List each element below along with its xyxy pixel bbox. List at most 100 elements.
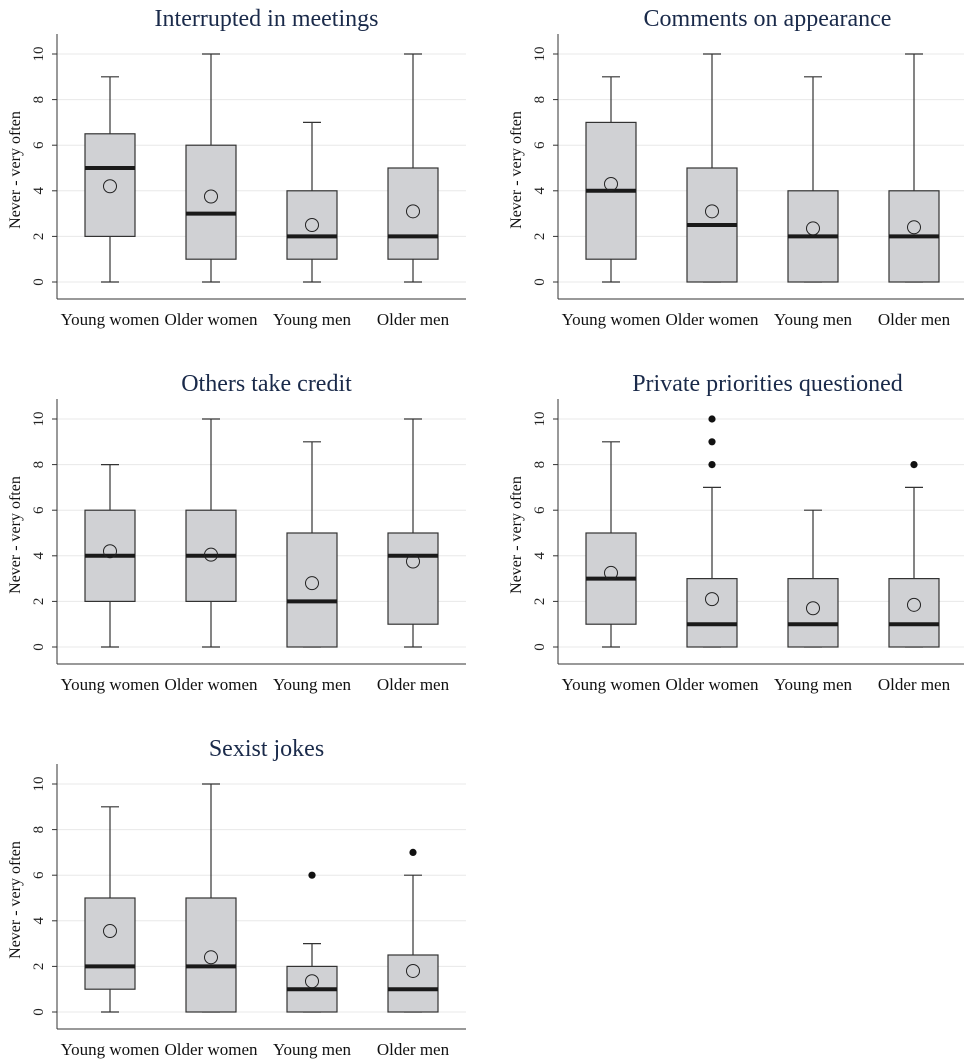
category-label: Young men (273, 310, 352, 329)
y-tick-label: 4 (532, 552, 548, 560)
chart-panel-5: Sexist jokes 0 2 4 6 8 10 Never - very often You… (7, 736, 466, 1059)
mean-marker (305, 974, 319, 989)
category-label: Young men (774, 310, 853, 329)
iqr-box (286, 190, 338, 260)
chart-panel-4: Private priorities questioned 0 2 4 6 8 10 Neve… (508, 371, 964, 694)
category-label: Older men (377, 675, 450, 694)
mean-marker (705, 204, 719, 219)
y-tick-label: 2 (532, 598, 548, 606)
category-label: Young men (273, 675, 352, 694)
y-tick-label: 8 (31, 461, 47, 469)
chart-title: Others take credit (181, 371, 352, 397)
y-axis-label: Never - very often (508, 111, 525, 229)
iqr-box (84, 133, 136, 238)
box-older-men (387, 418, 439, 648)
mean-marker (406, 554, 420, 569)
mean-marker (604, 565, 618, 580)
box-young-men (286, 441, 338, 648)
y-tick-label: 10 (532, 47, 548, 62)
iqr-box (185, 144, 237, 260)
mean-marker (103, 544, 117, 559)
iqr-box (387, 167, 439, 260)
category-label: Young men (273, 1040, 352, 1059)
iqr-box (84, 897, 136, 990)
y-tick-label: 6 (31, 506, 47, 514)
y-tick-label: 4 (31, 552, 47, 560)
box-older-men (888, 461, 940, 648)
y-tick-label: 10 (31, 777, 47, 792)
category-label: Older men (377, 310, 450, 329)
box-young-women (84, 806, 136, 1013)
y-tick-label: 10 (31, 412, 47, 427)
outlier-point (708, 438, 716, 446)
box-young-women (84, 463, 136, 648)
y-tick-label: 6 (532, 506, 548, 514)
chart-title: Private priorities questioned (632, 371, 903, 397)
y-tick-label: 4 (31, 187, 47, 195)
box-older-men (888, 53, 940, 283)
category-label: Young women (61, 1040, 160, 1059)
outlier-point (708, 461, 716, 469)
iqr-box (686, 578, 738, 648)
category-label: Older women (665, 310, 759, 329)
y-tick-label: 0 (31, 1008, 47, 1016)
chart-panel-3: Others take credit 0 2 4 6 8 10 Never - very of… (7, 371, 466, 694)
mean-marker (406, 204, 420, 219)
chart-panel-1: Interrupted in meetings 0 2 4 6 8 10 Never - ve… (7, 6, 466, 329)
mean-marker (204, 950, 218, 965)
category-label: Young women (562, 310, 661, 329)
outlier-point (409, 848, 417, 856)
category-label: Young men (774, 675, 853, 694)
y-tick-label: 0 (31, 278, 47, 286)
y-tick-label: 8 (31, 96, 47, 104)
y-axis-label: Never - very often (508, 476, 525, 594)
category-label: Older women (164, 675, 258, 694)
iqr-box (387, 954, 439, 1013)
outlier-point (708, 415, 716, 423)
box-older-women (686, 53, 738, 283)
y-tick-label: 8 (31, 826, 47, 834)
y-tick-label: 10 (532, 412, 548, 427)
box-older-women (185, 418, 237, 648)
y-tick-label: 2 (31, 233, 47, 241)
box-older-women (185, 53, 237, 283)
outlier-point (910, 461, 918, 469)
chart-title: Sexist jokes (209, 736, 324, 762)
mean-marker (806, 601, 820, 616)
category-label: Older women (665, 675, 759, 694)
box-older-men (387, 53, 439, 283)
box-young-men (286, 871, 338, 1013)
category-label: Young women (61, 675, 160, 694)
box-young-women (585, 76, 637, 283)
iqr-box (787, 578, 839, 648)
y-axis-label: Never - very often (7, 111, 24, 229)
mean-marker (204, 547, 218, 562)
y-axis-label: Never - very often (7, 841, 24, 959)
box-young-women (585, 441, 637, 648)
category-label: Older women (164, 1040, 258, 1059)
mean-marker (806, 221, 820, 236)
box-young-men (286, 121, 338, 283)
y-tick-label: 2 (31, 598, 47, 606)
y-axis-label: Never - very often (7, 476, 24, 594)
mean-marker (305, 218, 319, 232)
iqr-box (888, 578, 940, 648)
box-young-men (787, 509, 839, 648)
category-label: Young women (562, 675, 661, 694)
y-tick-label: 8 (532, 96, 548, 104)
y-tick-label: 4 (532, 187, 548, 195)
category-label: Older women (164, 310, 258, 329)
box-older-women (686, 415, 738, 648)
category-label: Young women (61, 310, 160, 329)
y-tick-label: 0 (532, 278, 548, 286)
category-label: Older men (878, 675, 951, 694)
y-tick-label: 0 (532, 643, 548, 651)
iqr-box (387, 532, 439, 625)
y-tick-label: 8 (532, 461, 548, 469)
box-older-women (185, 783, 237, 1013)
chart-title: Interrupted in meetings (155, 6, 379, 32)
y-tick-label: 4 (31, 917, 47, 925)
mean-marker (604, 176, 618, 191)
mean-marker (705, 592, 719, 607)
